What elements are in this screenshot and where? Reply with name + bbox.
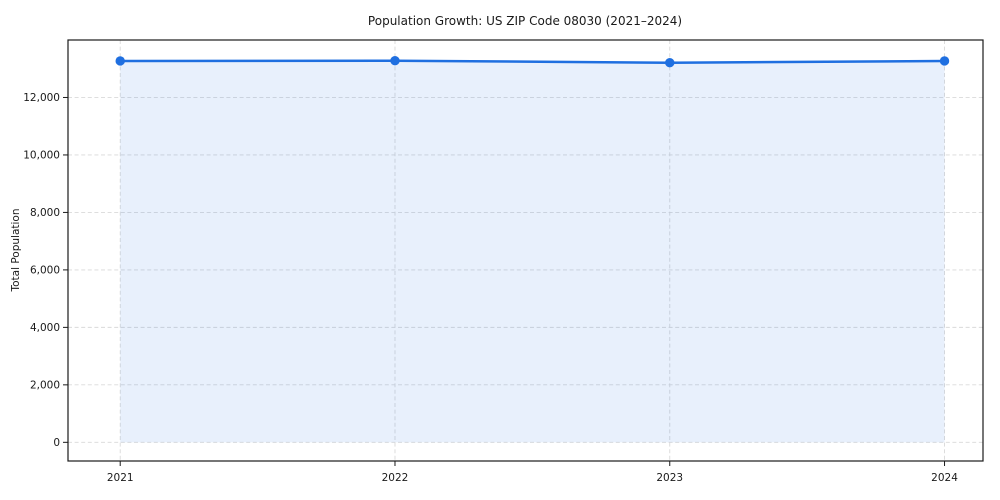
y-axis-label: Total Population xyxy=(10,208,22,292)
data-point xyxy=(665,58,675,68)
data-point xyxy=(939,56,950,66)
area-fill xyxy=(120,60,945,443)
data-line xyxy=(118,59,946,64)
y-tick-label: 6,000 xyxy=(30,265,60,277)
y-tick-label: 2,000 xyxy=(30,380,60,392)
chart-title: Population Growth: US ZIP Code 08030 (20… xyxy=(368,14,682,28)
line-path xyxy=(118,59,946,64)
y-tick-label: 4,000 xyxy=(30,322,60,334)
data-point xyxy=(115,56,125,66)
plot-border xyxy=(67,39,984,462)
y-tick-labels: 0 2,000 4,000 6,000 8,000 10,000 12,000 xyxy=(23,92,60,449)
x-tick-label: 2023 xyxy=(656,472,683,484)
data-points xyxy=(115,55,950,68)
y-tick-label: 12,000 xyxy=(23,92,60,104)
data-point xyxy=(390,55,400,66)
x-tick-label: 2022 xyxy=(382,472,409,484)
y-tick-label: 8,000 xyxy=(30,207,60,219)
tick-marks xyxy=(63,96,946,466)
area-polygon xyxy=(120,60,945,443)
x-tick-labels: 2021 2022 2023 2024 xyxy=(107,472,958,484)
y-tick-label: 0 xyxy=(53,437,60,449)
x-tick-label: 2021 xyxy=(107,472,134,484)
gridlines xyxy=(68,40,983,461)
x-tick-label: 2024 xyxy=(931,472,958,484)
y-tick-label: 10,000 xyxy=(23,150,60,162)
